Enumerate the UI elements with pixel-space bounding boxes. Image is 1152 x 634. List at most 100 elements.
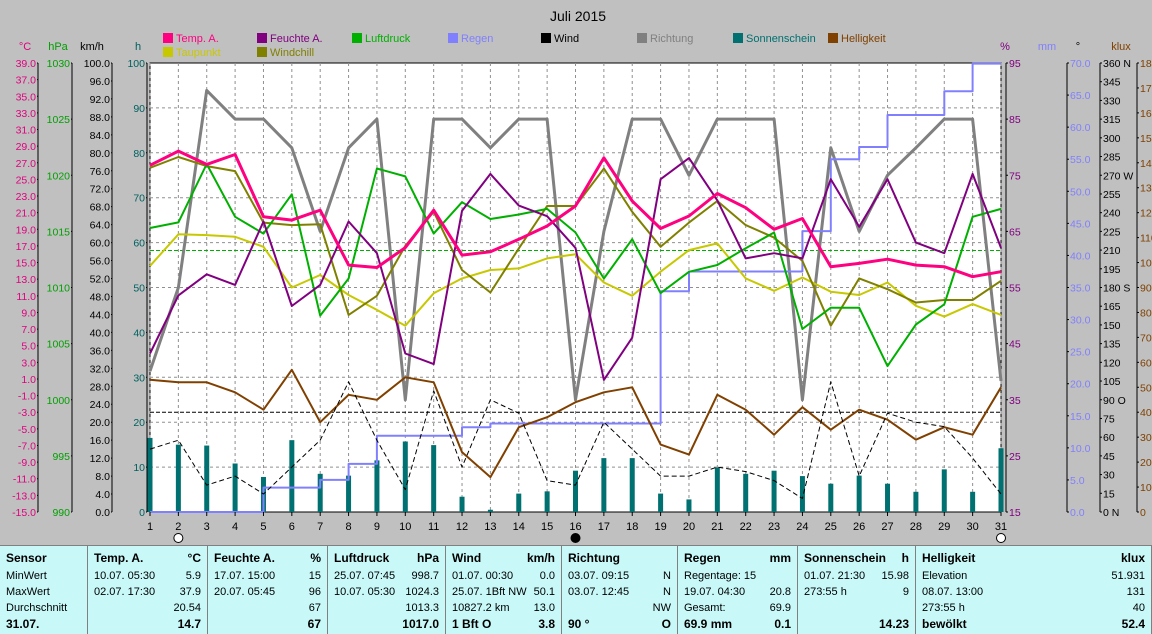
hum-tick-label: 35	[1009, 395, 1021, 407]
wind-tick-label: 8.0	[95, 471, 110, 483]
dir-axis-label: °	[1076, 41, 1080, 53]
light-tick-label: 110	[1140, 233, 1152, 245]
x-tick-label: 10	[399, 521, 411, 533]
stats-row: 03.07. 09:15 N	[562, 568, 677, 584]
legend-label: Regen	[461, 33, 493, 45]
light-tick-label: 170	[1140, 83, 1152, 95]
sunshine-bar	[431, 445, 437, 512]
sunshine-bar	[374, 460, 380, 512]
wind-tick-label: 100.0	[84, 58, 110, 70]
legend-swatch	[163, 47, 173, 57]
legend-swatch	[541, 33, 551, 43]
stats-label: 10827.2 km	[452, 602, 510, 614]
sunshine-bar	[629, 458, 635, 512]
stats-value: O	[661, 617, 671, 631]
stats-label: 273:55 h	[922, 602, 965, 614]
stats-row: Elevation 51.931	[916, 568, 1151, 584]
temp-tick-label: 1.0	[21, 374, 36, 386]
temp-tick-label: 23.0	[16, 191, 37, 203]
sun-tick-label: 20	[133, 417, 145, 429]
stats-value: 14.7	[177, 617, 201, 631]
stats-column-press: Luftdruck hPa 25.07. 07:45 998.7 10.07. 05:3…	[328, 546, 446, 634]
x-tick-label: 20	[683, 521, 695, 533]
stats-header: Wind	[452, 551, 482, 565]
sunshine-bar	[998, 448, 1004, 512]
wind-tick-label: 12.0	[90, 453, 111, 465]
dir-tick-label: 300	[1103, 133, 1121, 145]
sunshine-bar	[544, 491, 550, 512]
light-tick-label: 70	[1140, 332, 1152, 344]
stats-row: Durchschnitt	[0, 600, 87, 616]
hum-tick-label: 65	[1009, 226, 1021, 238]
stats-value: 3.8	[538, 617, 555, 631]
stats-header: Temp. A.	[94, 551, 144, 565]
legend-swatch	[448, 33, 458, 43]
light-tick-label: 20	[1140, 457, 1152, 469]
hum-tick-label: 45	[1009, 339, 1021, 351]
series-line-richtung	[148, 88, 1003, 402]
stats-label: 69.9 mm	[684, 617, 733, 631]
dir-tick-label: 150	[1103, 320, 1121, 332]
x-tick-label: 14	[513, 521, 525, 533]
wind-tick-label: 60.0	[90, 238, 111, 250]
stats-row: 14.7	[88, 616, 207, 632]
legend-swatch	[257, 47, 267, 57]
stats-label: 10.07. 05:30	[334, 586, 396, 598]
sun-tick-label: 100	[127, 58, 145, 70]
light-axis-label: klux	[1111, 41, 1131, 53]
dir-tick-label: 45	[1103, 451, 1115, 463]
wind-tick-label: 64.0	[90, 220, 111, 232]
stats-label: MinWert	[6, 570, 47, 582]
stats-label: Elevation	[922, 570, 968, 582]
stats-label: MaxWert	[6, 586, 50, 598]
x-tick-label: 3	[204, 521, 210, 533]
legend-swatch	[637, 33, 647, 43]
stats-unit: %	[310, 551, 321, 565]
wind-tick-label: 20.0	[90, 417, 111, 429]
stats-row: 1017.0	[328, 616, 445, 632]
sun-tick-label: 40	[133, 327, 145, 339]
temp-tick-label: 21.0	[16, 208, 37, 220]
legend-swatch	[163, 33, 173, 43]
wind-tick-label: 96.0	[90, 76, 111, 88]
stats-label: 273:55 h	[804, 586, 847, 598]
wind-tick-label: 68.0	[90, 202, 111, 214]
rain-axis-label: mm	[1038, 41, 1056, 53]
wind-tick-label: 28.0	[90, 381, 111, 393]
legend-label: Richtung	[650, 33, 693, 45]
rain-tick-label: 65.0	[1070, 90, 1091, 102]
rain-tick-label: 5.0	[1070, 475, 1085, 487]
legend-label: Wind	[554, 33, 579, 45]
stats-row: 19.07. 04:30 20.8	[678, 584, 797, 600]
x-tick-label: 24	[796, 521, 808, 533]
x-tick-label: 5	[260, 521, 266, 533]
wind-axis-label: km/h	[80, 41, 104, 53]
legend-label: Feuchte A.	[270, 33, 323, 45]
stats-label: 19.07. 04:30	[684, 586, 746, 598]
series-line-luftdruck	[149, 163, 1002, 368]
wind-tick-label: 16.0	[90, 435, 111, 447]
stats-unit: mm	[769, 551, 791, 565]
sun-tick-label: 50	[133, 283, 145, 295]
stats-header: Helligkeit	[922, 551, 976, 565]
stats-value: 67	[307, 617, 321, 631]
x-tick-label: 23	[768, 521, 780, 533]
wind-tick-label: 72.0	[90, 184, 111, 196]
legend-label: Luftdruck	[365, 33, 411, 45]
wind-tick-label: 52.0	[90, 274, 111, 286]
temp-tick-label: -7.0	[18, 440, 36, 452]
dir-tick-label: 195	[1103, 264, 1121, 276]
rain-tick-label: 10.0	[1070, 443, 1091, 455]
temp-tick-label: -5.0	[18, 424, 36, 436]
dir-tick-label: 345	[1103, 77, 1121, 89]
press-tick-label: 1005	[47, 339, 71, 351]
x-tick-label: 8	[346, 521, 352, 533]
rain-tick-label: 30.0	[1070, 315, 1091, 327]
sun-tick-label: 90	[133, 103, 145, 115]
x-tick-label: 28	[910, 521, 922, 533]
stats-value: 13.0	[533, 602, 555, 614]
stats-header: Luftdruck	[334, 551, 390, 565]
series-line-taupunkt	[149, 233, 1002, 327]
stats-column-light: Helligkeit klux Elevation 51.931 08.07. 13:0…	[916, 546, 1152, 634]
temp-tick-label: 31.0	[16, 125, 37, 137]
